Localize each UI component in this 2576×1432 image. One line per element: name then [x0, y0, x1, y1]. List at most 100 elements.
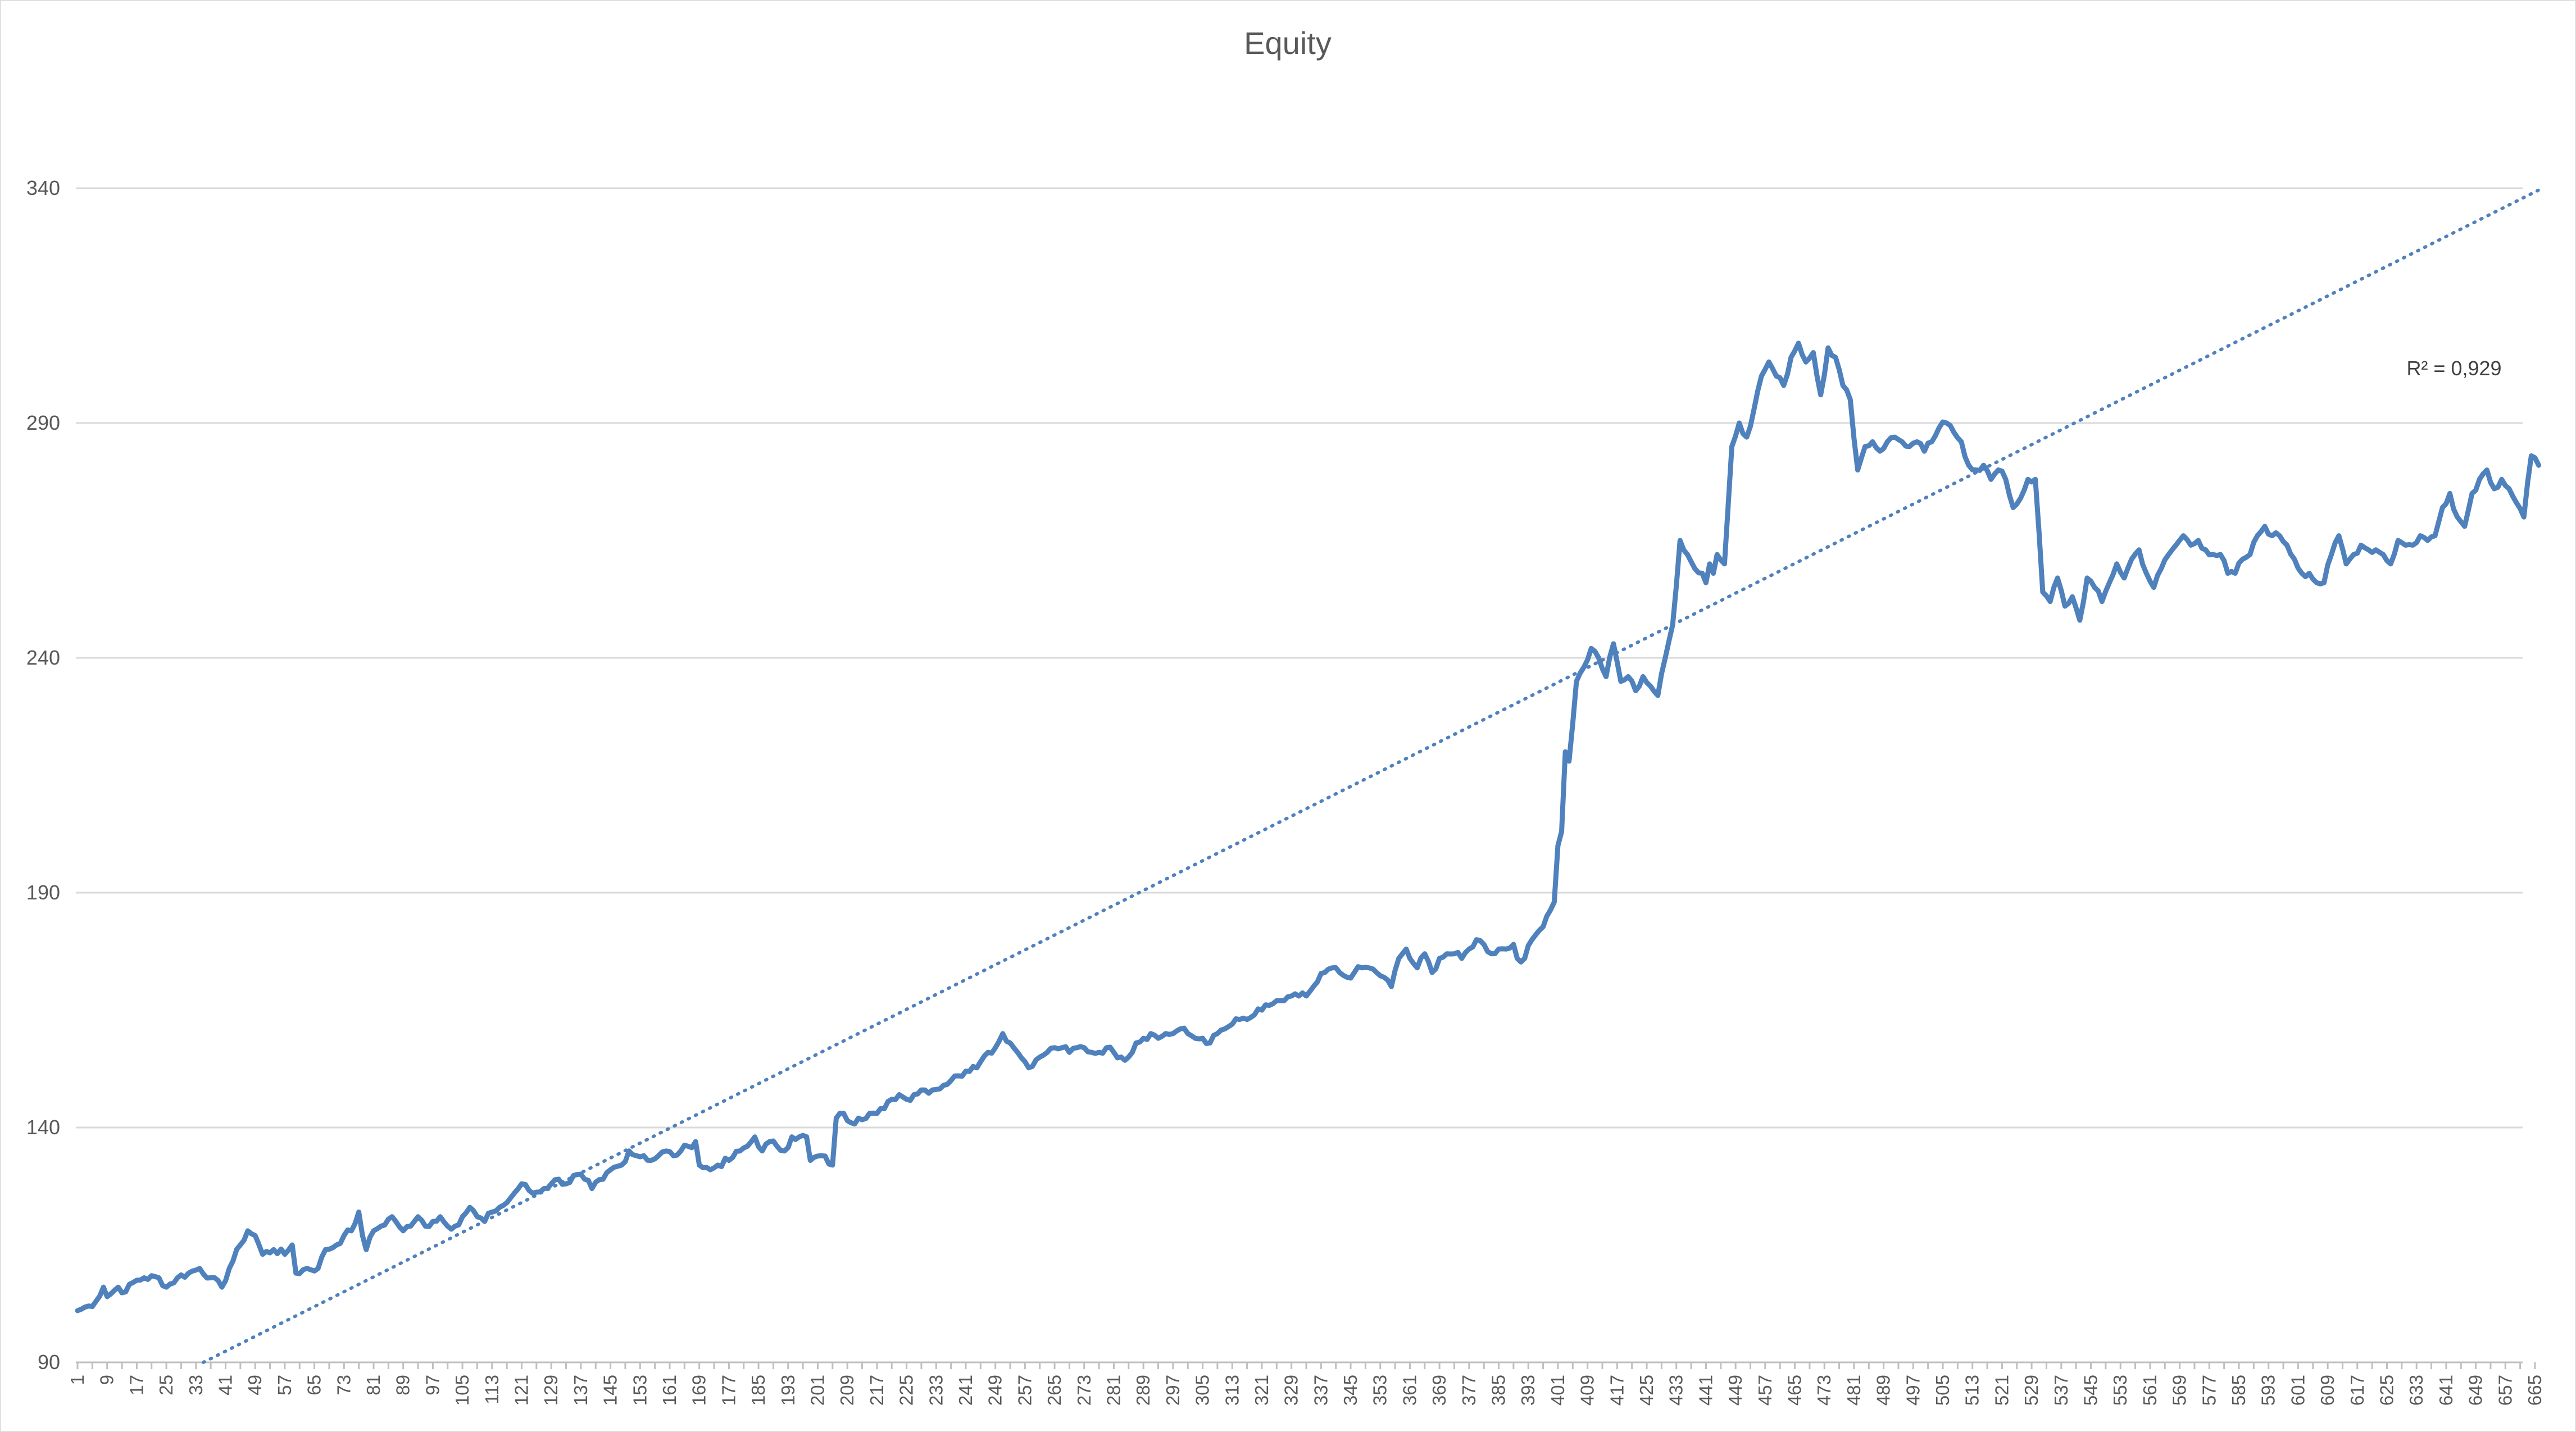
x-tick-label: 593 [2258, 1375, 2279, 1406]
x-tick-label: 233 [925, 1375, 946, 1406]
x-tick-label: 81 [363, 1375, 384, 1395]
x-tick-label: 225 [896, 1375, 917, 1406]
x-tick-label: 497 [1902, 1375, 1923, 1406]
x-tick-label: 153 [629, 1375, 650, 1406]
x-tick-label: 577 [2198, 1375, 2219, 1406]
x-tick-label: 281 [1103, 1375, 1124, 1406]
x-tick-label: 49 [244, 1375, 265, 1395]
x-tick-label: 305 [1192, 1375, 1213, 1406]
x-tick-label: 249 [985, 1375, 1006, 1406]
x-tick-label: 665 [2524, 1375, 2545, 1406]
x-tick-label: 409 [1577, 1375, 1598, 1406]
x-tick-label: 641 [2436, 1375, 2456, 1406]
x-tick-label: 97 [422, 1375, 443, 1395]
x-tick-label: 217 [866, 1375, 887, 1406]
x-tick-label: 585 [2228, 1375, 2249, 1406]
x-tick-label: 537 [2051, 1375, 2071, 1406]
x-tick-label: 297 [1162, 1375, 1183, 1406]
x-tick-label: 193 [778, 1375, 798, 1406]
x-tick-label: 345 [1340, 1375, 1361, 1406]
y-tick-label: 290 [26, 411, 60, 434]
x-tick-label: 273 [1074, 1375, 1094, 1406]
x-tick-label: 385 [1488, 1375, 1509, 1406]
x-tick-label: 633 [2406, 1375, 2427, 1406]
x-tick-label: 73 [333, 1375, 354, 1395]
y-tick-label: 90 [38, 1351, 60, 1374]
x-tick-label: 369 [1429, 1375, 1450, 1406]
x-tick-label: 65 [304, 1375, 325, 1395]
x-tick-label: 33 [185, 1375, 206, 1395]
x-tick-label: 561 [2139, 1375, 2160, 1406]
x-tick-label: 625 [2377, 1375, 2397, 1406]
x-tick-label: 113 [481, 1375, 502, 1404]
x-tick-label: 337 [1310, 1375, 1331, 1406]
x-tick-label: 329 [1281, 1375, 1302, 1406]
x-tick-label: 609 [2317, 1375, 2338, 1406]
series-line-equity [75, 340, 2542, 1313]
x-tick-label: 545 [2080, 1375, 2101, 1406]
x-tick-label: 513 [1962, 1375, 1983, 1406]
gridlines [76, 187, 2523, 1129]
x-axis: 1 9 17 25 33 41 49 57 65 73 81 89 97 105 113 121 129 137 1… [67, 1361, 2545, 1406]
y-tick-label: 240 [26, 646, 60, 669]
x-tick-label: 201 [807, 1375, 828, 1406]
x-tick-label: 433 [1666, 1375, 1687, 1406]
x-tick-label: 145 [600, 1375, 621, 1406]
x-tick-label: 137 [570, 1375, 591, 1406]
x-tick-label: 617 [2347, 1375, 2368, 1406]
chart-title: Equity [1244, 25, 1332, 61]
series-layer [75, 340, 2542, 1313]
x-tick-label: 177 [718, 1375, 739, 1406]
x-tick-label: 417 [1606, 1375, 1627, 1406]
r-squared-label: R² = 0,929 [2406, 357, 2501, 380]
x-tick-label: 289 [1133, 1375, 1153, 1406]
x-tick-label: 553 [2110, 1375, 2130, 1406]
x-tick-label: 129 [540, 1375, 561, 1406]
x-tick-label: 473 [1814, 1375, 1834, 1406]
trendline-layer [201, 187, 2545, 1364]
x-tick-label: 481 [1843, 1375, 1864, 1406]
x-tick-label: 17 [126, 1375, 147, 1395]
x-tick-label: 265 [1044, 1375, 1065, 1406]
x-tick-label: 9 [97, 1375, 117, 1385]
x-tick-label: 121 [511, 1375, 531, 1406]
x-tick-label: 313 [1221, 1375, 1242, 1406]
x-tick-label: 569 [2169, 1375, 2190, 1406]
x-tick-label: 649 [2465, 1375, 2486, 1406]
x-tick-label: 105 [452, 1375, 473, 1406]
x-tick-label: 441 [1695, 1375, 1716, 1406]
x-tick-label: 241 [955, 1375, 976, 1406]
x-tick-label: 257 [1014, 1375, 1035, 1406]
x-tick-label: 425 [1636, 1375, 1657, 1406]
x-tick-label: 321 [1251, 1375, 1272, 1406]
x-tick-label: 465 [1784, 1375, 1805, 1406]
x-tick-label: 209 [837, 1375, 857, 1406]
x-tick-label: 521 [1991, 1375, 2012, 1406]
x-tick-label: 393 [1518, 1375, 1538, 1406]
y-tick-label: 340 [26, 176, 60, 199]
x-tick-label: 457 [1755, 1375, 1775, 1406]
x-tick-label: 377 [1459, 1375, 1479, 1406]
x-tick-label: 89 [393, 1375, 414, 1395]
x-tick-label: 25 [156, 1375, 176, 1395]
x-tick-label: 529 [2021, 1375, 2042, 1406]
trendline [201, 187, 2545, 1364]
y-axis: 90 140 190 240 290 340 [26, 176, 60, 1374]
x-tick-label: 169 [689, 1375, 710, 1406]
x-tick-label: 449 [1725, 1375, 1746, 1406]
y-tick-label: 190 [26, 881, 60, 904]
x-tick-label: 41 [215, 1375, 235, 1395]
x-tick-label: 361 [1399, 1375, 1420, 1406]
x-tick-label: 657 [2495, 1375, 2515, 1406]
x-tick-label: 1 [67, 1375, 88, 1385]
x-tick-label: 353 [1370, 1375, 1391, 1406]
x-tick-label: 489 [1873, 1375, 1894, 1406]
x-tick-label: 161 [659, 1375, 680, 1406]
x-tick-label: 601 [2287, 1375, 2308, 1406]
y-tick-label: 140 [26, 1116, 60, 1139]
x-tick-label: 185 [748, 1375, 769, 1406]
x-tick-label: 505 [1932, 1375, 1953, 1406]
